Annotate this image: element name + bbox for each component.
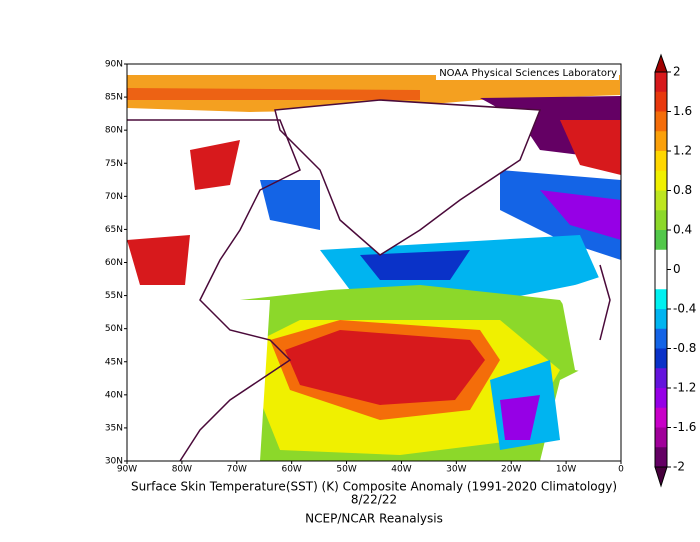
colorbar-segment [655,151,667,172]
colorbar-segment [655,91,667,112]
lat-label: 90N [105,60,123,70]
colorbar-segment [655,328,667,349]
colorbar-label: -1.2 [673,381,696,395]
lon-label: 40W [391,465,411,475]
colorbar-over [654,53,668,73]
lat-label: 75N [105,159,123,169]
lat-label: 55N [105,291,123,301]
colorbar-label: -1.6 [673,420,696,434]
colorbar-segment [655,230,667,251]
map-field [127,64,621,461]
map-date: 8/22/22 [351,493,397,507]
lat-label: 35N [105,423,123,433]
lat-label: 85N [105,93,123,103]
colorbar-label: -2 [673,460,685,474]
lat-label: 80N [105,126,123,136]
credit-box [436,66,619,80]
colorbar-segment [655,447,667,468]
lon-label: 60W [281,465,301,475]
colorbar-label: -0.4 [673,302,696,316]
lat-label: 60N [105,258,123,268]
colorbar-label: 0 [673,262,681,276]
map-source: NCEP/NCAR Reanalysis [305,512,443,526]
lon-label: 20W [501,465,521,475]
colorbar-under [654,466,668,488]
credit: NOAA Physical Sciences Laboratory [439,68,617,79]
lon-label: 50W [336,465,356,475]
colorbar-segment [655,289,667,310]
colorbar-segment [655,407,667,428]
colorbar-segment [655,368,667,389]
colorbar-label: 1.2 [673,144,692,158]
lat-label: 50N [105,324,123,334]
colorbar-segment [655,131,667,152]
lat-label: 70N [105,192,123,202]
lat-label: 30N [105,457,123,467]
colorbar-segment [655,309,667,330]
colorbar-segment [655,427,667,448]
colorbar-label: -0.8 [673,341,696,355]
lon-label: 80W [172,465,192,475]
colorbar-label: 1.6 [673,104,692,118]
lon-label: 0 [618,465,624,475]
lat-label: 45N [105,357,123,367]
colorbar-segment [655,190,667,211]
colorbar-segment [655,348,667,369]
colorbar-segment [655,249,667,270]
lat-label: 65N [105,225,123,235]
lon-label: 90W [117,465,137,475]
lon-label: 10W [556,465,576,475]
lat-label: 40N [105,390,123,400]
lon-label: 70W [227,465,247,475]
map-title: Surface Skin Temperature(SST) (K) Compos… [131,480,617,494]
colorbar-segment [655,269,667,290]
colorbar-segment [655,72,667,93]
colorbar-segment [655,170,667,191]
colorbar-label: 0.8 [673,183,692,197]
colorbar-label: 2 [673,65,681,79]
colorbar-segment [655,388,667,409]
colorbar-label: 0.4 [673,223,692,237]
lon-label: 30W [446,465,466,475]
colorbar-segment [655,111,667,132]
colorbar-segment [655,210,667,231]
